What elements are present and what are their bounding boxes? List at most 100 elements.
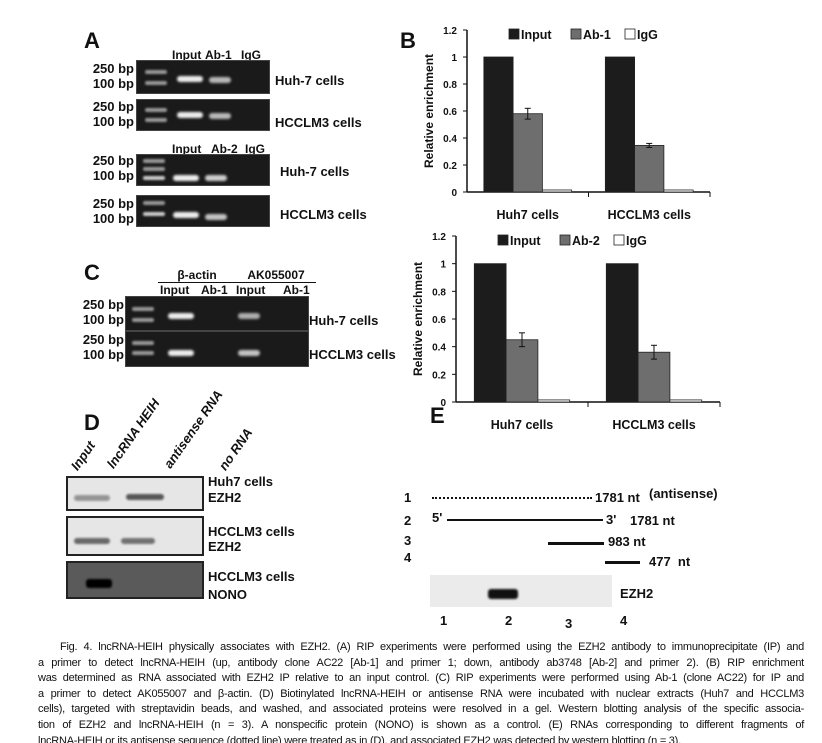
lane-label: no RNA <box>215 425 256 473</box>
lane-label: Input <box>236 283 266 297</box>
legend-swatch <box>624 28 636 40</box>
legend-label: Input <box>521 28 552 42</box>
lane-label: lncRNA HEIH <box>103 395 163 471</box>
lane-label: Input <box>67 438 99 473</box>
panel-d-label: D <box>84 410 100 435</box>
caption-line: Fig. 4. lncRNA-HEIH physically associate… <box>60 641 804 653</box>
lane-label-input: Input <box>172 48 202 62</box>
y-tick-label: 0.2 <box>432 370 446 381</box>
bar-ab-1 <box>512 113 543 193</box>
y-tick-label: 0.4 <box>432 343 446 354</box>
western-blot <box>66 516 204 556</box>
lane-number: 2 <box>505 613 513 628</box>
legend-swatch <box>613 234 625 246</box>
bar-igg <box>663 189 694 193</box>
y-tick-label: 0 <box>440 398 446 409</box>
bar-igg <box>541 189 573 193</box>
lane-number: 4 <box>620 613 628 628</box>
blot-label: Huh7 cells EZH2 <box>208 474 274 505</box>
bar-chart-ab2: 0 0.2 0.4 0.6 0.8 1 1.2 Relative enrichment Huh7… <box>411 232 721 432</box>
caption-line: a primer to detect AK055007 and β-actin.… <box>38 687 804 700</box>
bar-input <box>473 263 507 403</box>
bar-input <box>605 263 639 403</box>
fragment-length: 983 nt <box>608 534 646 549</box>
lane-label: Ab-1 <box>283 283 310 297</box>
bar-chart-ab1: 0 0.2 0.4 0.6 0.8 1 1.2 Relative enrichment Huh7… <box>422 26 711 222</box>
caption-line: cells), targeted with streptavidin beads… <box>38 703 804 716</box>
bar-input <box>604 56 636 193</box>
legend-swatch <box>570 28 582 40</box>
fragment-length: 1781 nt <box>595 490 640 505</box>
gel-image <box>136 154 270 186</box>
bar-ab-2 <box>637 351 671 403</box>
caption-line: a primer to detect lncRNA-HEIH (up, anti… <box>38 656 804 669</box>
ladder-labels: 250 bp 100 bp <box>92 196 134 226</box>
ladder-labels: 250 bp 100 bp <box>82 297 124 327</box>
western-blot <box>430 575 612 607</box>
blot-label: HCCLM3 cells NONO <box>208 569 295 602</box>
legend-swatch <box>559 234 571 246</box>
panel-c-label: C <box>84 260 100 285</box>
lane-label-igg: IgG <box>241 48 261 62</box>
fragment-line-dotted <box>432 497 592 499</box>
legend-label: Ab-2 <box>572 234 600 248</box>
y-axis-label: Relative enrichment <box>411 262 425 376</box>
gel-image <box>125 331 309 367</box>
gel-image <box>136 195 270 227</box>
ladder-labels: 250 bp 100 bp <box>92 99 134 129</box>
fragment-line <box>548 542 604 545</box>
y-tick-label: 1.2 <box>443 26 457 37</box>
western-blot <box>66 561 204 599</box>
lane-label-ab1: Ab-1 <box>205 48 232 62</box>
legend-label: Ab-1 <box>583 28 611 42</box>
blot-label: EZH2 <box>620 586 654 601</box>
fragment-line <box>447 519 603 521</box>
western-blot <box>66 476 204 511</box>
cell-label: HCCLM3 cells <box>280 207 367 222</box>
caption-line: tion of EZH2 and lncRNA-HEIH (n = 3). A … <box>38 718 804 731</box>
lane-label: Ab-1 <box>201 283 228 297</box>
fragment-note: (antisense) <box>649 486 718 501</box>
legend-swatch <box>508 28 520 40</box>
cell-label: HCCLM3 cells <box>309 347 396 362</box>
lane-label-igg: IgG <box>245 142 265 156</box>
bar-igg <box>669 399 703 403</box>
y-tick-label: 0.8 <box>432 287 446 298</box>
lane-label: Input <box>160 283 190 297</box>
fragment-number: 1 <box>404 490 412 505</box>
legend-label: Input <box>510 234 541 248</box>
y-tick-label: 1.2 <box>432 232 446 243</box>
fragment-number: 3 <box>404 533 412 548</box>
bar-ab-2 <box>505 339 539 403</box>
lane-label-input: Input <box>172 142 202 156</box>
lane-label: antisense RNA <box>160 387 226 471</box>
y-tick-label: 0.4 <box>443 134 457 145</box>
fragment-length: 1781 nt <box>630 513 675 528</box>
cell-label: Huh-7 cells <box>309 313 379 328</box>
five-prime-label: 5' <box>432 510 443 525</box>
x-category-label: Huh7 cells <box>496 208 559 222</box>
y-tick-label: 1 <box>451 53 457 64</box>
group-label-beta-actin: β-actin <box>158 268 236 283</box>
legend-label: IgG <box>626 234 647 248</box>
y-tick-label: 0.8 <box>443 80 457 91</box>
fragment-length: 477 nt <box>649 554 691 569</box>
ladder-labels: 250 bp 100 bp <box>92 61 134 91</box>
y-axis-label: Relative enrichment <box>422 54 436 168</box>
fragment-number: 4 <box>404 550 412 565</box>
gel-image <box>136 60 270 94</box>
ladder-labels: 250 bp 100 bp <box>92 153 134 183</box>
lane-label-ab2: Ab-2 <box>211 142 238 156</box>
gel-image <box>125 296 309 331</box>
y-tick-label: 0.6 <box>432 315 446 326</box>
three-prime-label: 3' <box>606 512 617 527</box>
cell-label: Huh-7 cells <box>280 164 350 179</box>
y-tick-label: 0 <box>451 188 457 199</box>
legend-label: IgG <box>637 28 658 42</box>
caption-line: lncRNA-HEIH or its antisense sequence (d… <box>38 734 681 743</box>
fragment-number: 2 <box>404 513 412 528</box>
caption-line: was determined as RNA associated with EZ… <box>38 672 804 685</box>
y-tick-label: 1 <box>440 260 446 271</box>
panel-e-label: E <box>430 403 445 428</box>
